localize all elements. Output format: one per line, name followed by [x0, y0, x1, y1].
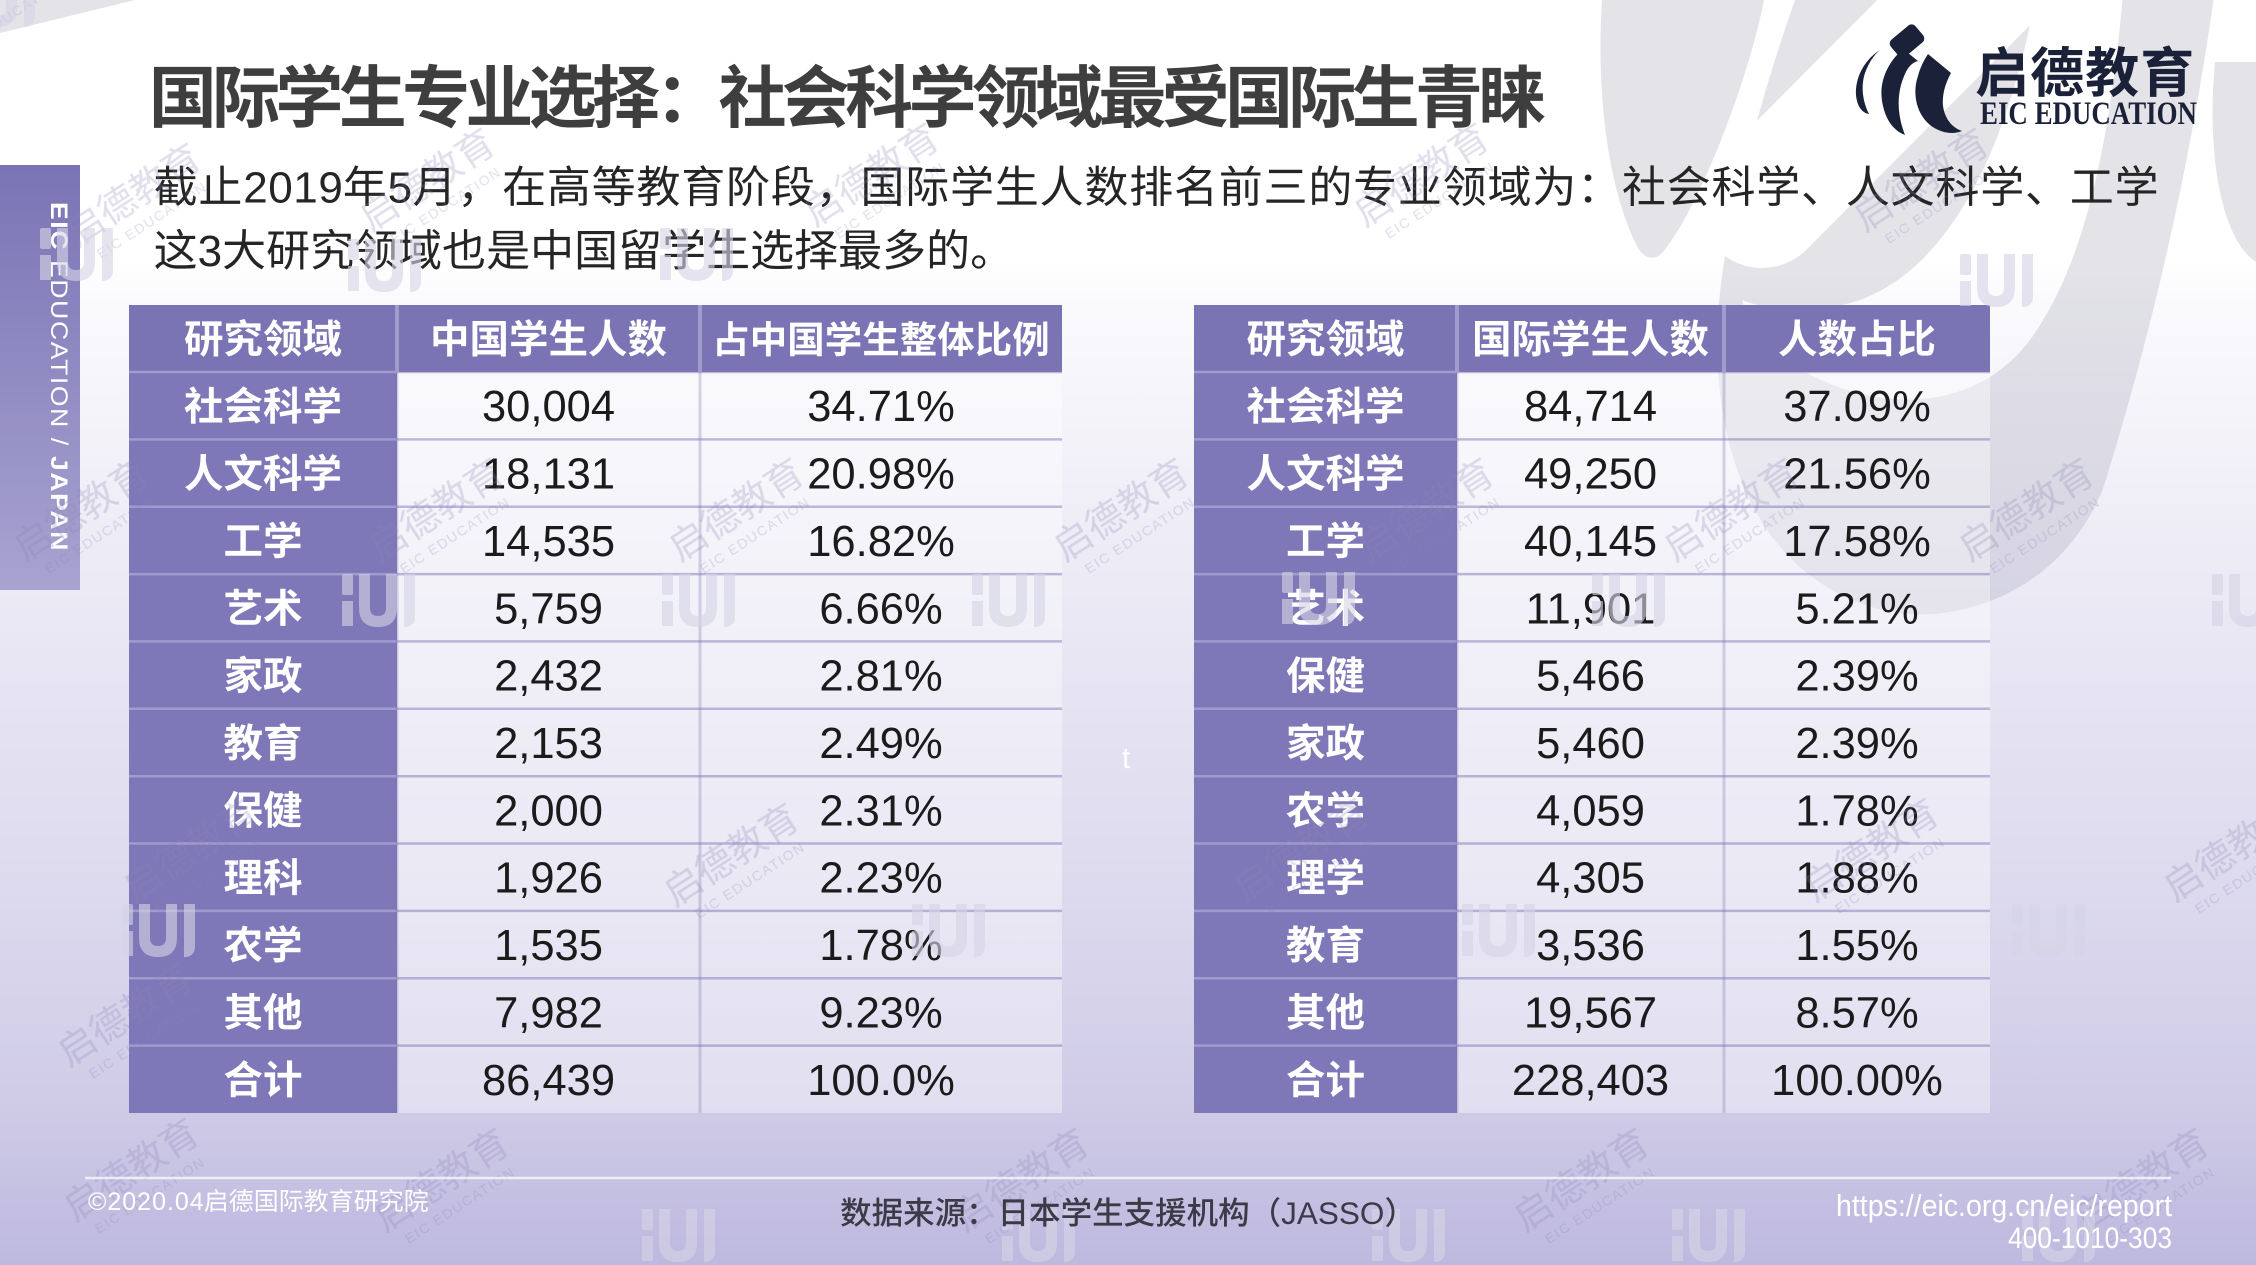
- svg-text:7,982: 7,982: [494, 989, 603, 1037]
- svg-text:86,439: 86,439: [482, 1057, 615, 1105]
- svg-text:2,432: 2,432: [494, 653, 603, 701]
- svg-text:14,535: 14,535: [482, 518, 615, 566]
- svg-text:17.58%: 17.58%: [1783, 518, 1931, 566]
- svg-text:3,536: 3,536: [1536, 922, 1645, 970]
- svg-text:2.31%: 2.31%: [819, 787, 942, 835]
- svg-text:228,403: 228,403: [1512, 1057, 1669, 1105]
- svg-text:8.57%: 8.57%: [1795, 989, 1918, 1037]
- svg-text:16.82%: 16.82%: [807, 518, 955, 566]
- svg-text:©2020.04: ©2020.04: [88, 1188, 204, 1216]
- svg-text:1.78%: 1.78%: [1795, 787, 1918, 835]
- svg-text:2,153: 2,153: [494, 720, 603, 768]
- svg-text:18,131: 18,131: [482, 451, 615, 499]
- svg-text:37.09%: 37.09%: [1783, 383, 1931, 431]
- svg-text:30,004: 30,004: [482, 383, 615, 431]
- svg-text:49,250: 49,250: [1524, 451, 1657, 499]
- svg-text:21.56%: 21.56%: [1783, 451, 1931, 499]
- svg-text:9.23%: 9.23%: [819, 989, 942, 1037]
- svg-text:6.66%: 6.66%: [819, 585, 942, 633]
- svg-text:5,466: 5,466: [1536, 653, 1645, 701]
- svg-text:5,759: 5,759: [494, 585, 603, 633]
- svg-text:https://eic.org.cn/eic/report: https://eic.org.cn/eic/report: [1836, 1188, 2172, 1223]
- svg-text:1.55%: 1.55%: [1795, 922, 1918, 970]
- svg-text:400-1010-303: 400-1010-303: [2008, 1222, 2172, 1255]
- svg-text:5.21%: 5.21%: [1795, 585, 1918, 633]
- svg-text:2.49%: 2.49%: [819, 720, 942, 768]
- svg-text:2019: 2019: [243, 164, 343, 213]
- svg-text:11,901: 11,901: [1526, 585, 1656, 633]
- svg-text:1.78%: 1.78%: [819, 922, 942, 970]
- svg-text:4,305: 4,305: [1536, 855, 1645, 903]
- svg-text:20.98%: 20.98%: [807, 451, 955, 499]
- svg-text:EIC EDUCATION: EIC EDUCATION: [1980, 96, 2197, 132]
- svg-text:34.71%: 34.71%: [807, 383, 955, 431]
- svg-text:40,145: 40,145: [1524, 518, 1657, 566]
- svg-text:1,535: 1,535: [494, 922, 603, 970]
- svg-text:1,926: 1,926: [494, 855, 603, 903]
- svg-text:2.39%: 2.39%: [1795, 653, 1918, 701]
- svg-text:JASSO: JASSO: [1281, 1195, 1384, 1231]
- svg-text:2.81%: 2.81%: [819, 653, 942, 701]
- svg-text:2,000: 2,000: [494, 787, 603, 835]
- svg-text:3: 3: [198, 227, 222, 276]
- svg-text:100.0%: 100.0%: [807, 1057, 955, 1105]
- svg-text:19,567: 19,567: [1524, 989, 1657, 1037]
- svg-text:2.23%: 2.23%: [819, 855, 942, 903]
- svg-text:4,059: 4,059: [1536, 787, 1645, 835]
- svg-text:2.39%: 2.39%: [1795, 720, 1918, 768]
- svg-text:84,714: 84,714: [1524, 383, 1657, 431]
- svg-text:100.00%: 100.00%: [1771, 1057, 1943, 1105]
- svg-text:5,460: 5,460: [1536, 720, 1645, 768]
- svg-text:t: t: [1122, 742, 1131, 775]
